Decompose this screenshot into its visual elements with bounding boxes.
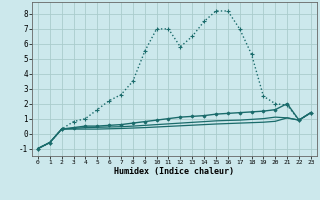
X-axis label: Humidex (Indice chaleur): Humidex (Indice chaleur)	[115, 167, 234, 176]
